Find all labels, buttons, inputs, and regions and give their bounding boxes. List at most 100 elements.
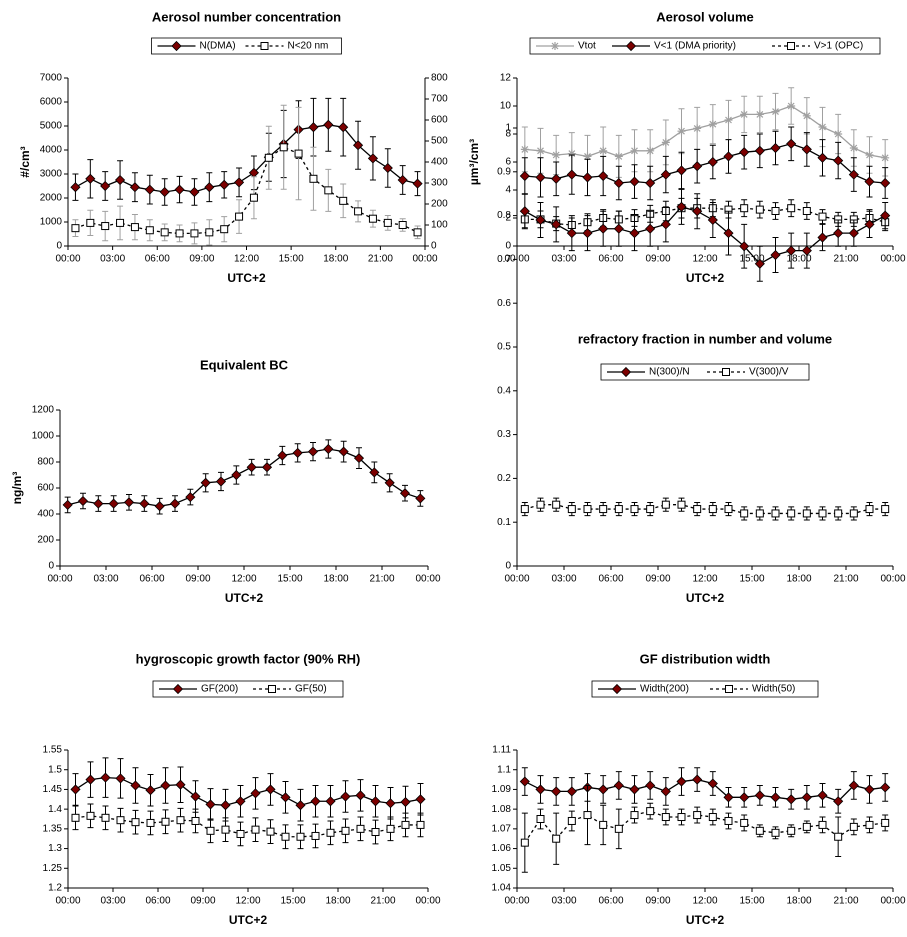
marker [204, 182, 215, 193]
marker [519, 170, 530, 182]
marker [817, 232, 828, 243]
y-tick-label: 1.5 [48, 764, 62, 775]
marker [583, 811, 592, 820]
marker [818, 820, 827, 829]
y-tick-label: 0.4 [497, 385, 511, 396]
marker [323, 119, 334, 130]
y-tick-label: 1.1 [497, 764, 511, 775]
legend-label: Vtot [578, 41, 596, 52]
marker [172, 683, 184, 695]
marker [629, 228, 640, 239]
marker [786, 794, 797, 805]
x-tick-label: 12:00 [692, 254, 717, 265]
marker [100, 772, 111, 783]
legend-label: Width(50) [752, 684, 795, 695]
marker [190, 791, 201, 802]
marker [771, 509, 780, 518]
marker [739, 241, 750, 252]
x-tick-label: 00:00 [55, 254, 80, 265]
marker [834, 509, 843, 518]
marker [677, 500, 686, 509]
marker [233, 177, 245, 188]
marker [185, 492, 196, 503]
marker [708, 505, 717, 514]
marker [200, 477, 211, 488]
x-tick-label: 03:00 [100, 896, 125, 907]
marker [221, 825, 230, 834]
marker [367, 153, 379, 164]
legend-label: V(300)/V [749, 367, 789, 378]
marker [865, 151, 874, 159]
marker [661, 813, 670, 822]
marker [268, 685, 276, 693]
chart-title: Aerosol volume [656, 9, 754, 24]
marker [251, 825, 260, 834]
marker [175, 779, 186, 790]
marker [566, 228, 577, 239]
x-tick-label: 12:00 [692, 896, 717, 907]
x-tick-label: 21:00 [369, 574, 394, 585]
marker [146, 818, 155, 827]
x-tick-label: 21:00 [833, 896, 858, 907]
marker [723, 228, 734, 239]
y2-tick-label: 400 [431, 157, 448, 168]
marker [355, 790, 366, 801]
marker [249, 193, 258, 202]
marker [771, 828, 780, 837]
x-tick-label: 03:00 [551, 574, 576, 585]
marker [599, 146, 608, 155]
series-line [524, 105, 886, 159]
marker [246, 462, 257, 473]
marker [294, 149, 303, 158]
x-tick-label: 03:00 [551, 896, 576, 907]
marker [611, 683, 623, 695]
marker [398, 221, 407, 229]
marker [755, 509, 764, 518]
marker [413, 228, 422, 237]
marker [818, 212, 827, 221]
marker [100, 180, 111, 192]
marker [864, 176, 875, 187]
x-tick-label: 06:00 [145, 254, 170, 265]
marker [325, 796, 336, 807]
marker [108, 498, 119, 509]
x-tick-label: 06:00 [598, 574, 623, 585]
legend-label: GF(200) [201, 684, 238, 695]
y-tick-label: 0.6 [497, 298, 511, 309]
x-tick-label: 06:00 [598, 254, 623, 265]
y-tick-label: 0.1 [497, 517, 511, 528]
x-tick-label: 09:00 [645, 574, 670, 585]
marker [583, 505, 592, 514]
x-tick-label: 00:00 [880, 574, 905, 585]
marker [614, 152, 623, 161]
y-tick-label: 1.55 [43, 745, 63, 756]
y2-tick-label: 700 [431, 94, 448, 105]
marker [787, 102, 796, 110]
marker [145, 226, 154, 235]
marker [660, 219, 671, 230]
marker [551, 219, 562, 230]
marker [754, 145, 765, 156]
marker [880, 210, 891, 221]
marker [848, 169, 859, 180]
marker [536, 815, 545, 823]
marker [266, 827, 275, 836]
marker [323, 443, 334, 455]
marker [552, 151, 561, 159]
marker [754, 258, 765, 269]
y-tick-label: 1.45 [43, 784, 63, 795]
series-line [524, 143, 886, 184]
x-tick-label: 06:00 [139, 574, 164, 585]
chart-title: hygroscopic growth factor (90% RH) [136, 651, 361, 666]
marker [833, 796, 844, 807]
marker [519, 776, 530, 787]
marker [755, 205, 764, 214]
x-axis-label: UTC+2 [686, 913, 725, 927]
chart-title: GF distribution width [640, 651, 771, 666]
marker [614, 505, 623, 514]
marker [645, 223, 656, 234]
legend-label: N<20 nm [288, 41, 329, 52]
y-tick-label: 0.9 [497, 166, 511, 177]
marker [739, 792, 750, 803]
marker [260, 42, 269, 50]
